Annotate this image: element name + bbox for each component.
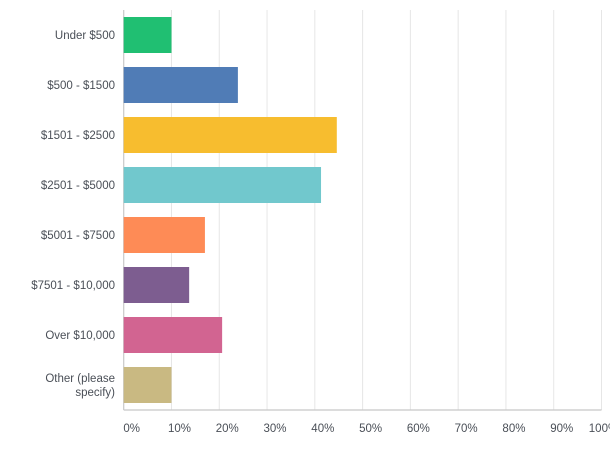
- category-label: Under $500: [55, 30, 115, 42]
- category-label: specify): [75, 387, 115, 399]
- x-tick-label: 90%: [550, 423, 573, 435]
- x-tick-label: 0%: [123, 423, 140, 435]
- bar-3: [123, 117, 337, 153]
- x-tick-label: 70%: [455, 423, 478, 435]
- category-label: $7501 - $10,000: [31, 280, 115, 292]
- category-label: $500 - $1500: [47, 80, 115, 92]
- x-tick-label: 10%: [168, 423, 191, 435]
- bar-5: [123, 217, 205, 253]
- category-label: $1501 - $2500: [41, 130, 115, 142]
- category-label: Other (please: [45, 373, 115, 385]
- category-label: $5001 - $7500: [41, 230, 115, 242]
- category-label: $2501 - $5000: [41, 180, 115, 192]
- x-tick-label: 100%: [589, 423, 610, 435]
- bar-7: [123, 317, 223, 353]
- bar-4: [123, 167, 322, 203]
- x-tick-label: 40%: [311, 423, 334, 435]
- bar-8: [123, 367, 172, 403]
- bar-1: [123, 17, 172, 53]
- category-label: Over $10,000: [45, 330, 115, 342]
- x-tick-label: 50%: [359, 423, 382, 435]
- bar-6: [123, 267, 190, 303]
- bar-2: [123, 67, 238, 103]
- x-tick-label: 80%: [502, 423, 525, 435]
- x-tick-label: 30%: [264, 423, 287, 435]
- x-tick-label: 20%: [216, 423, 239, 435]
- x-tick-label: 60%: [407, 423, 430, 435]
